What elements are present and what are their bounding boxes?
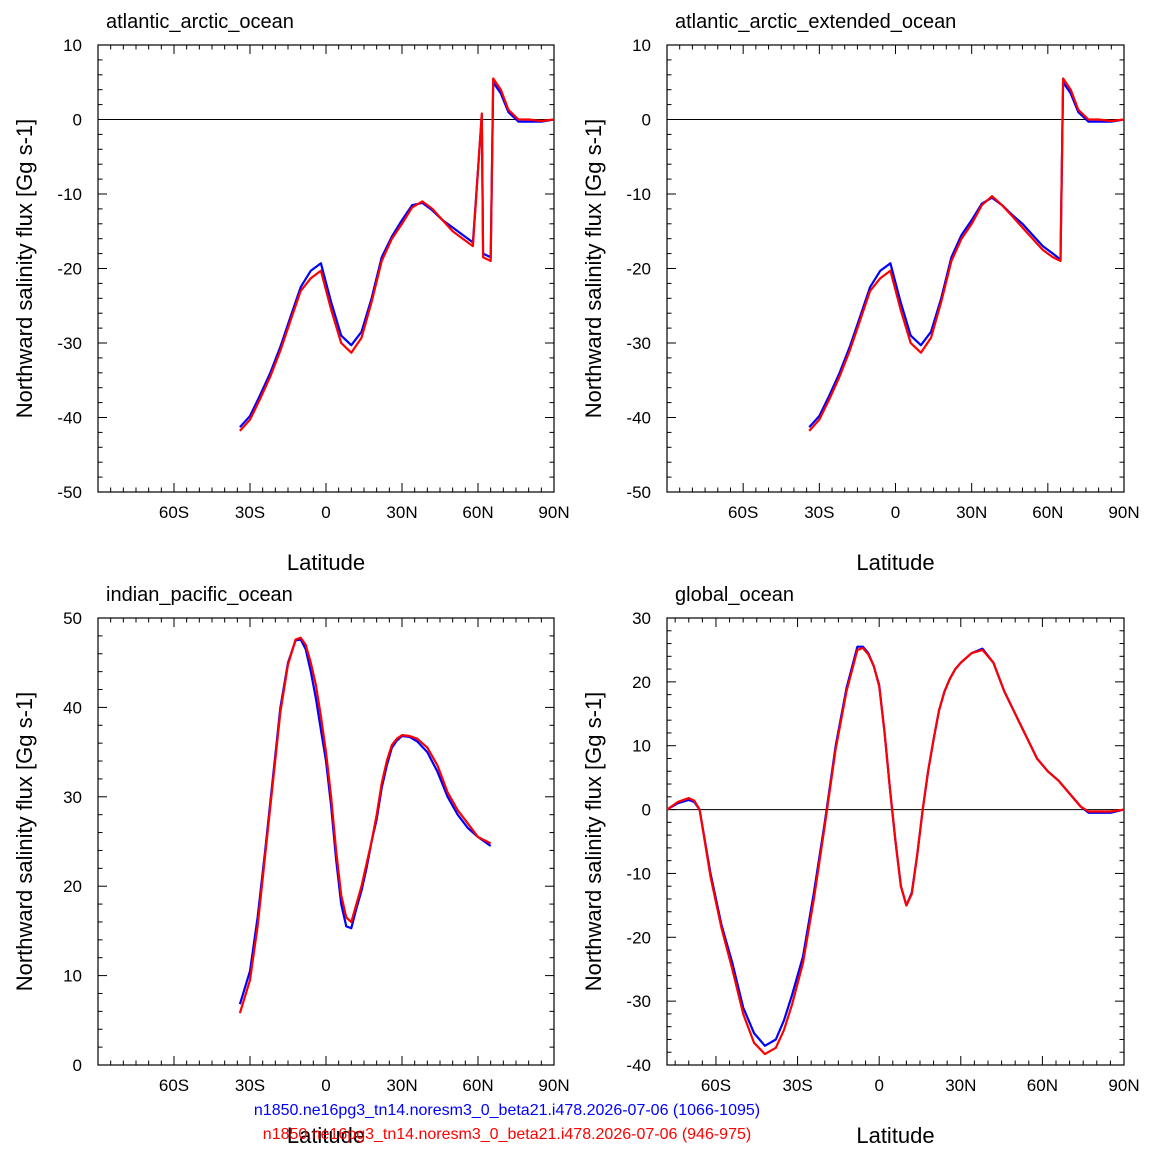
panel-title: atlantic_arctic_extended_ocean (675, 11, 956, 33)
y-axis-label: Northward salinity flux [Gg s-1] (581, 692, 606, 992)
y-tick-label: 30 (632, 609, 651, 628)
y-tick-label: -40 (57, 409, 82, 428)
y-tick-label: 0 (73, 1056, 82, 1075)
y-tick-label: -20 (626, 260, 651, 279)
y-axis-label: Northward salinity flux [Gg s-1] (581, 119, 606, 419)
y-tick-label: -40 (626, 409, 651, 428)
x-axis-label: Latitude (856, 1123, 934, 1148)
y-tick-label: 20 (63, 877, 82, 896)
x-tick-label: 90N (538, 1076, 569, 1095)
x-axis-label: Latitude (856, 550, 934, 575)
y-tick-label: 20 (632, 673, 651, 692)
y-tick-label: 0 (642, 801, 651, 820)
y-tick-label: -20 (57, 260, 82, 279)
x-tick-label: 30N (386, 503, 417, 522)
y-tick-label: 30 (63, 788, 82, 807)
y-tick-label: -30 (626, 334, 651, 353)
series-line-blue (239, 81, 555, 428)
y-tick-label: 0 (73, 111, 82, 130)
y-tick-label: 10 (632, 36, 651, 55)
series-line-red (808, 77, 1125, 432)
y-tick-label: 10 (63, 36, 82, 55)
x-tick-label: 90N (538, 503, 569, 522)
panel-title: atlantic_arctic_ocean (106, 11, 294, 33)
x-tick-label: 0 (321, 503, 330, 522)
x-tick-label: 60N (1032, 503, 1063, 522)
y-tick-label: -20 (626, 928, 651, 947)
panel-atlantic-arctic-extended-ocean: 60S 30S 0 30N 60N 90N -50 -40 -30 -20 -10 0 10 atlant… (581, 11, 1140, 575)
x-tick-label: 60N (1027, 1076, 1058, 1095)
panel-title: global_ocean (675, 584, 794, 606)
y-tick-label: -40 (626, 1056, 651, 1075)
panel-indian-pacific-ocean: 60S 30S 0 30N 60N 90N 0 10 20 30 40 50 indian_pacifi… (12, 584, 570, 1148)
x-tick-label: 60S (159, 1076, 189, 1095)
y-tick-label: 50 (63, 609, 82, 628)
y-tick-label: -30 (57, 334, 82, 353)
x-tick-label: 30N (956, 503, 987, 522)
x-tick-label: 60S (701, 1076, 731, 1095)
y-axis-label: Northward salinity flux [Gg s-1] (12, 119, 37, 419)
series-line-red (239, 77, 555, 432)
x-tick-label: 60S (728, 503, 758, 522)
y-tick-label: -10 (626, 185, 651, 204)
x-axis-label: Latitude (287, 1123, 365, 1148)
y-tick-label: -10 (626, 864, 651, 883)
y-tick-label: -30 (626, 992, 651, 1011)
x-tick-label: 60S (159, 503, 189, 522)
x-tick-label: 30S (804, 503, 834, 522)
x-tick-label: 30S (235, 1076, 265, 1095)
panel-global-ocean: 60S 30S 0 30N 60N 90N -40 -30 -20 -10 0 10 20 30 globa… (581, 584, 1140, 1148)
series-line-blue (238, 638, 492, 1005)
x-tick-label: 0 (891, 503, 900, 522)
plot-frame (666, 44, 1125, 493)
x-tick-label: 30N (386, 1076, 417, 1095)
series-line-blue (808, 81, 1125, 428)
x-axis-label: Latitude (287, 550, 365, 575)
y-tick-label: 10 (632, 737, 651, 756)
x-tick-label: 30N (945, 1076, 976, 1095)
y-tick-label: -50 (57, 483, 82, 502)
legend-red-run: n1850.ne16pg3_tn14.noresm3_0_beta21.i478… (262, 1126, 752, 1143)
series-line-red (666, 646, 1125, 1056)
y-tick-label: 0 (642, 111, 651, 130)
y-tick-label: 40 (63, 698, 82, 717)
y-axis-label: Northward salinity flux [Gg s-1] (12, 692, 37, 992)
x-tick-label: 60N (462, 503, 493, 522)
plot-frame (666, 617, 1125, 1066)
y-tick-label: 10 (63, 967, 82, 986)
series-line-red (238, 636, 492, 1014)
x-tick-label: 90N (1108, 503, 1139, 522)
panel-title: indian_pacific_ocean (106, 584, 293, 606)
x-tick-label: 90N (1108, 1076, 1139, 1095)
panel-atlantic-arctic-ocean: 60S 30S 0 30N 60N 90N -50 -40 -30 -20 -10 0 10 atlant… (12, 11, 570, 575)
x-tick-label: 0 (874, 1076, 883, 1095)
legend-blue-run: n1850.ne16pg3_tn14.noresm3_0_beta21.i478… (253, 1102, 761, 1119)
x-tick-label: 30S (782, 1076, 812, 1095)
x-tick-label: 60N (462, 1076, 493, 1095)
x-tick-label: 30S (235, 503, 265, 522)
y-tick-label: -10 (57, 185, 82, 204)
y-tick-label: -50 (626, 483, 651, 502)
x-tick-label: 0 (321, 1076, 330, 1095)
plot-frame (97, 44, 555, 493)
